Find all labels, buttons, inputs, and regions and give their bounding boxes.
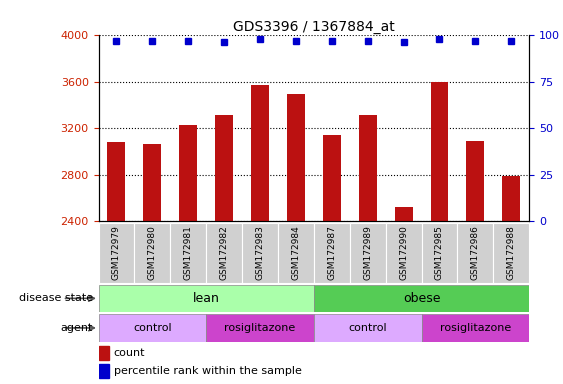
Text: GSM172989: GSM172989: [363, 225, 372, 280]
Bar: [502, 176, 520, 221]
Bar: [179, 124, 197, 221]
Text: control: control: [133, 323, 172, 333]
Bar: [108, 142, 126, 221]
Bar: [215, 115, 233, 221]
Bar: [466, 141, 484, 221]
Title: GDS3396 / 1367884_at: GDS3396 / 1367884_at: [233, 20, 395, 34]
Text: rosiglitazone: rosiglitazone: [225, 323, 296, 333]
Bar: [278, 223, 314, 283]
Bar: [99, 285, 314, 312]
Bar: [422, 314, 529, 342]
Bar: [287, 94, 305, 221]
Text: GSM172979: GSM172979: [112, 225, 121, 280]
Text: obese: obese: [403, 292, 440, 305]
Bar: [251, 85, 269, 221]
Text: GSM172980: GSM172980: [148, 225, 157, 280]
Bar: [314, 223, 350, 283]
Bar: [99, 223, 135, 283]
Bar: [206, 223, 242, 283]
Text: GSM172986: GSM172986: [471, 225, 480, 280]
Text: GSM172985: GSM172985: [435, 225, 444, 280]
Bar: [314, 285, 529, 312]
Text: GSM172987: GSM172987: [327, 225, 336, 280]
Text: GSM172983: GSM172983: [256, 225, 265, 280]
Text: agent: agent: [60, 323, 93, 333]
Bar: [323, 135, 341, 221]
Text: GSM172990: GSM172990: [399, 225, 408, 280]
Text: disease state: disease state: [19, 293, 93, 303]
Bar: [457, 223, 493, 283]
Text: GSM172982: GSM172982: [220, 225, 229, 280]
Bar: [242, 223, 278, 283]
Text: rosiglitazone: rosiglitazone: [440, 323, 511, 333]
Bar: [493, 223, 529, 283]
Bar: [170, 223, 206, 283]
Bar: [314, 314, 422, 342]
Bar: [99, 346, 109, 360]
Bar: [144, 144, 162, 221]
Bar: [422, 223, 457, 283]
Bar: [431, 81, 449, 221]
Text: control: control: [348, 323, 387, 333]
Bar: [99, 364, 109, 378]
Bar: [395, 207, 413, 221]
Bar: [206, 314, 314, 342]
Bar: [135, 223, 170, 283]
Text: percentile rank within the sample: percentile rank within the sample: [114, 366, 301, 376]
Text: lean: lean: [193, 292, 220, 305]
Bar: [359, 115, 377, 221]
Bar: [350, 223, 386, 283]
Text: GSM172988: GSM172988: [507, 225, 516, 280]
Text: GSM172981: GSM172981: [184, 225, 193, 280]
Bar: [386, 223, 422, 283]
Text: count: count: [114, 348, 145, 358]
Bar: [99, 314, 206, 342]
Text: GSM172984: GSM172984: [292, 225, 301, 280]
